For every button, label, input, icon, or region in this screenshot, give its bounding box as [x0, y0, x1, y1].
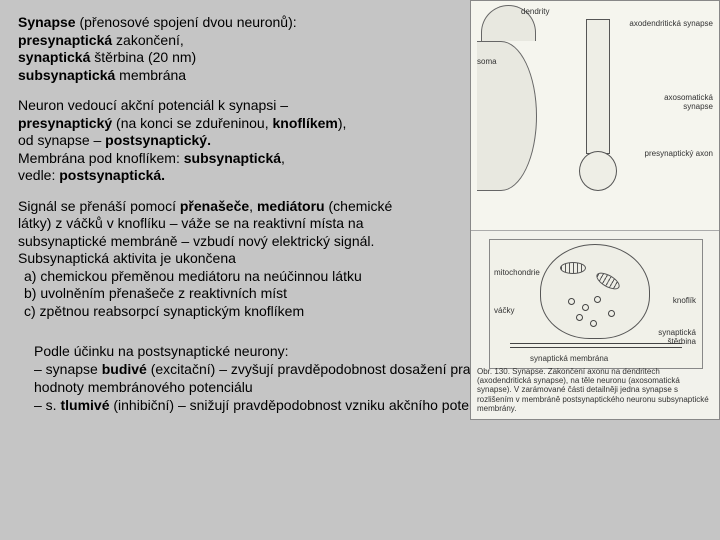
line: Membrána pod knoflíkem: subsynaptická, — [18, 150, 457, 168]
axon-shape — [586, 19, 610, 154]
line: Neuron vedoucí akční potenciál k synapsi… — [18, 97, 457, 115]
line: presynaptický (na konci se zduřeninou, k… — [18, 115, 457, 133]
paragraph-signal: Signál se přenáší pomocí přenašeče, medi… — [18, 198, 457, 321]
line: a) chemickou přeměnou mediátoru na neúči… — [18, 268, 457, 286]
label-axodend: axodendritická synapse — [629, 19, 713, 28]
figure-top-panel: dendrity axodendritická synapse soma axo… — [471, 1, 719, 231]
line: b) uvolněním přenašeče z reaktivních mís… — [18, 285, 457, 303]
label-sterb: synaptická štěrbina — [638, 328, 696, 346]
line: subsynaptická membrána — [18, 67, 457, 85]
line: látky) z váčků v knoflíku – váže se na r… — [18, 215, 457, 233]
vesicle-shape — [576, 314, 583, 321]
figure-caption: Obr. 130. Synapse. Zakončení axonu na de… — [477, 367, 713, 413]
paragraph-neuron: Neuron vedoucí akční potenciál k synapsi… — [18, 97, 457, 185]
label-vacky: váčky — [494, 306, 514, 315]
label-axosom: axosomatická synapse — [643, 93, 713, 111]
label-soma: soma — [477, 57, 497, 66]
vesicle-shape — [608, 310, 615, 317]
knob-shape — [579, 151, 617, 191]
vesicle-shape — [590, 320, 597, 327]
label-knoflik: knoflík — [673, 296, 696, 305]
label-synmem: synaptická membrána — [530, 354, 608, 363]
line: vedle: postsynaptická. — [18, 167, 457, 185]
synapse-figure: dendrity axodendritická synapse soma axo… — [470, 0, 720, 420]
figure-detail-panel: mitochondrie váčky knoflík synaptická št… — [489, 239, 703, 369]
line: od synapse – postsynaptický. — [18, 132, 457, 150]
line: synaptická štěrbina (20 nm) — [18, 49, 457, 67]
label-dendrity: dendrity — [521, 7, 549, 16]
mitochondria-shape — [560, 262, 586, 274]
label-mito: mitochondrie — [494, 268, 540, 277]
vesicle-shape — [568, 298, 575, 305]
vesicle-shape — [594, 296, 601, 303]
vesicle-shape — [582, 304, 589, 311]
line: presynaptická zakončení, — [18, 32, 457, 50]
line: Signál se přenáší pomocí přenašeče, medi… — [18, 198, 457, 216]
line: Synapse (přenosové spojení dvou neuronů)… — [18, 14, 457, 32]
line: Subsynaptická aktivita je ukončena — [18, 250, 457, 268]
label-presyn: presynaptický axon — [643, 149, 713, 158]
line: c) zpětnou reabsorpcí synaptickým knoflí… — [18, 303, 457, 321]
paragraph-definition: Synapse (přenosové spojení dvou neuronů)… — [18, 14, 457, 84]
line: subsynaptické membráně – vzbudí nový ele… — [18, 233, 457, 251]
text-content: Synapse (přenosové spojení dvou neuronů)… — [0, 0, 475, 343]
